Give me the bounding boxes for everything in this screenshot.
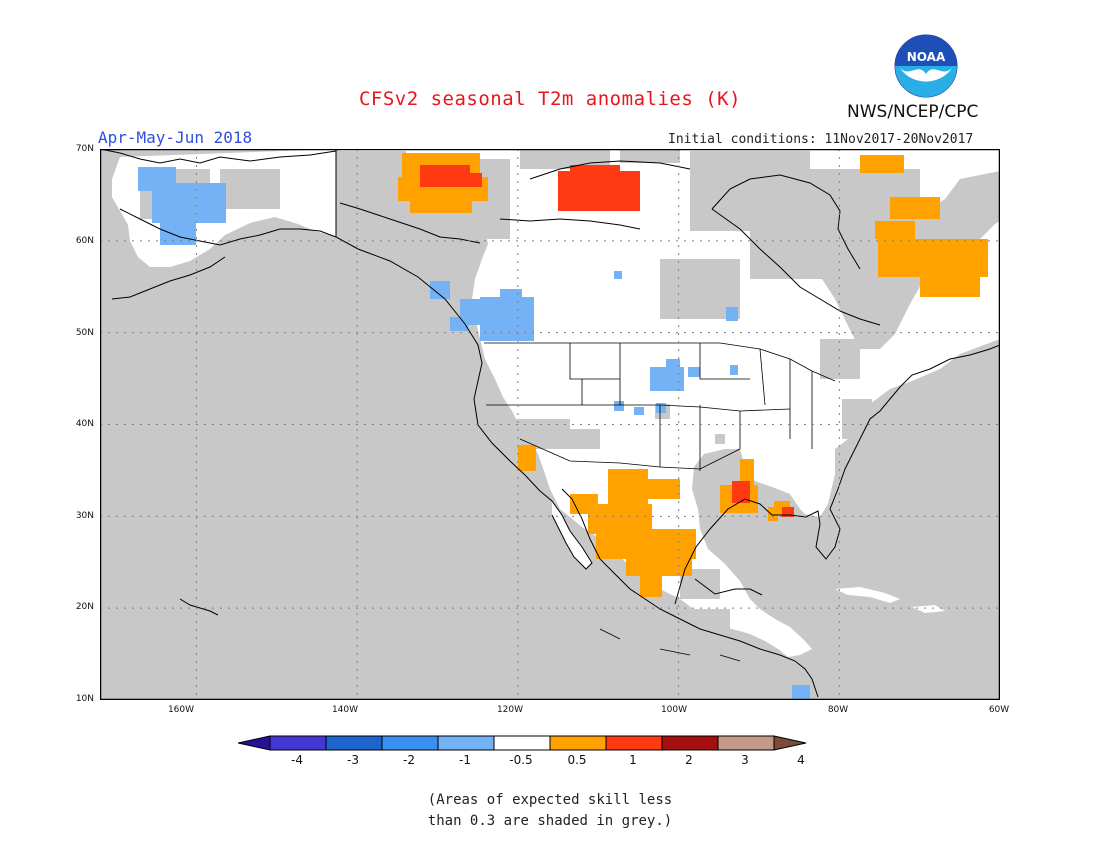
colorbar-label: 0.5 [567,753,587,767]
anomaly-map [100,149,1000,700]
lat-lon-grid [100,149,1000,700]
noaa-logo-text: NOAA [907,50,946,64]
colorbar-label: -2 [403,753,415,767]
agency-label: NWS/NCEP/CPC [847,102,979,122]
colorbar-arrow-low [238,735,271,751]
colorbar [238,735,807,751]
colorbar-label: -0.5 [509,753,533,767]
lat-label: 30N [75,511,94,521]
season-label: Apr-May-Jun 2018 [98,128,253,147]
colorbar-arrow-high [773,735,807,751]
lat-label: 60N [75,236,94,246]
lon-label: 120W [496,705,524,715]
initial-conditions: Initial conditions: 11Nov2017-20Nov2017 [668,132,974,147]
colorbar-swatch [549,735,607,751]
lon-label: 160W [167,705,195,715]
colorbar-label: 3 [741,753,749,767]
colorbar-swatch [717,735,775,751]
lat-label: 70N [75,144,94,154]
colorbar-swatch [437,735,495,751]
skill-note-line2: than 0.3 are shaded in grey.) [427,813,673,829]
colorbar-label: -4 [291,753,303,767]
skill-note-line1: (Areas of expected skill less [427,792,673,808]
colorbar-swatch [381,735,439,751]
colorbar-swatch [605,735,663,751]
colorbar-label: 4 [797,753,805,767]
lat-label: 10N [75,694,94,704]
noaa-logo: NOAA [894,34,958,98]
colorbar-swatch [661,735,719,751]
lat-label: 40N [75,419,94,429]
borders [484,342,836,662]
map-frame [100,149,1000,700]
colorbar-label: 1 [629,753,637,767]
colorbar-label: -1 [459,753,471,767]
strong-warm-anomaly-patches [420,165,794,517]
lon-label: 140W [331,705,359,715]
lat-label: 20N [75,602,94,612]
colorbar-label: 2 [685,753,693,767]
colorbar-swatch [325,735,383,751]
coastlines [100,149,1000,698]
warm-anomaly-patches [398,153,988,597]
lon-label: 60W [988,705,1010,715]
lon-label: 80W [827,705,849,715]
chart-title: CFSv2 seasonal T2m anomalies (K) [358,88,742,110]
lon-label: 100W [660,705,688,715]
cool-anomaly-patches [138,167,810,699]
lat-label: 50N [75,328,94,338]
colorbar-label: -3 [347,753,359,767]
colorbar-swatch [269,735,327,751]
colorbar-swatch [493,735,551,751]
